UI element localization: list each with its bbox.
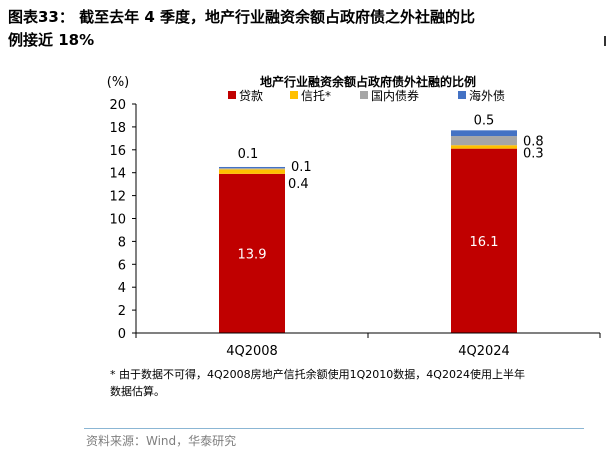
y-tick-label: 2 [118,304,126,319]
notes-line-1: * 由于数据不可得，4Q2008房地产信托余额使用1Q2010数据，4Q2024… [110,368,525,381]
bar-segment [219,169,285,174]
bar-segment [451,130,517,137]
legend-label: 国内债券 [371,88,419,103]
y-axis: 0 2 4 6 8 10 12 14 16 18 20 [109,98,137,342]
legend-swatch [360,91,368,99]
y-axis-unit: (%) [107,75,130,90]
legend-label: 贷款 [239,89,263,103]
figure-title-line-2: 例接近 18% [8,31,95,49]
figure-title: 图表33： 截至去年 4 季度，地产行业融资余额占政府债之外社融的比 例接近 1… [8,6,598,52]
footer-divider [84,428,584,429]
y-tick-label: 18 [109,121,126,136]
data-label: 16.1 [470,235,499,250]
y-tick-label: 14 [109,167,126,182]
data-label: 0.3 [523,147,544,162]
data-label: 0.4 [288,177,309,192]
y-tick-label: 6 [118,258,126,273]
legend-label: 海外债 [469,88,505,103]
y-tick-label: 0 [118,327,126,342]
bars: 13.9 0.4 0.1 0.1 16.1 0.30.8 0.5 [219,113,544,333]
figure-title-line-1: 图表33： 截至去年 4 季度，地产行业融资余额占政府债之外社融的比 [8,8,475,26]
bar-segment [451,145,517,149]
legend-swatch [458,91,466,99]
source-note: 资料来源：Wind，华泰研究 [86,434,237,448]
x-tick-label: 4Q2008 [226,344,278,359]
x-tick-label: 4Q2024 [458,344,510,359]
legend-swatch [228,91,236,99]
y-tick-label: 10 [109,213,126,228]
chart-title: 地产行业融资余额占政府债外社融的比例 [260,74,476,89]
y-tick-label: 20 [109,98,126,113]
y-tick-label: 4 [118,281,126,296]
y-tick-label: 8 [118,235,126,250]
notes-line-2: 数据估算。 [110,385,165,398]
y-tick-label: 16 [109,144,126,159]
bar-segment [219,173,285,333]
page-edge-mark [604,36,614,46]
data-label: 0.5 [474,113,495,128]
bar-segment [219,166,285,169]
bar-segment [219,168,285,170]
data-label: 0.1 [291,160,312,175]
y-tick-label: 12 [109,190,126,205]
bar-segment [451,136,517,146]
legend-swatch [290,91,298,99]
legend: 贷款 信托* 国内债券 海外债 [228,88,505,103]
bar-segment [451,148,517,333]
data-label: 0.1 [238,147,259,162]
data-label: 0.8 [523,135,544,150]
data-label: 13.9 [238,247,267,262]
chart-notes: * 由于数据不可得，4Q2008房地产信托余额使用1Q2010数据，4Q2024… [110,366,570,400]
legend-label: 信托* [301,89,331,103]
x-axis: 4Q2008 4Q2024 [135,332,601,359]
